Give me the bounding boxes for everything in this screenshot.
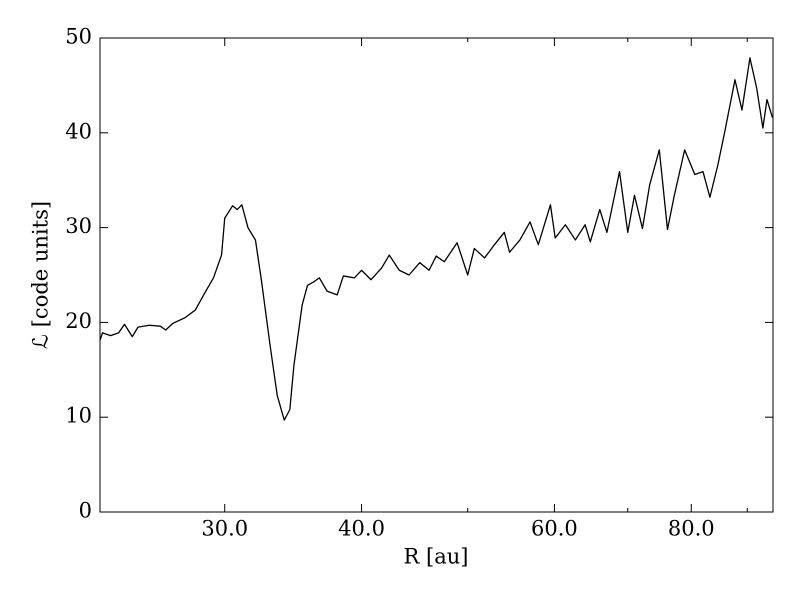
- y-tick-label: 20: [65, 309, 92, 333]
- x-axis-label: R [au]: [404, 545, 469, 569]
- x-tick-label: 80.0: [668, 517, 715, 541]
- y-axis-label: ℒ [code units]: [29, 201, 53, 349]
- y-tick-label: 0: [79, 499, 92, 523]
- y-tick-label: 50: [65, 25, 92, 49]
- y-tick-label: 30: [65, 214, 92, 238]
- x-tick-label: 30.0: [201, 517, 248, 541]
- x-tick-label: 40.0: [338, 517, 385, 541]
- plot-frame: [99, 37, 774, 513]
- y-tick-label: 10: [65, 404, 92, 428]
- data-line: [99, 57, 774, 421]
- x-tick-label: 60.0: [531, 517, 578, 541]
- y-tick-label: 40: [65, 119, 92, 143]
